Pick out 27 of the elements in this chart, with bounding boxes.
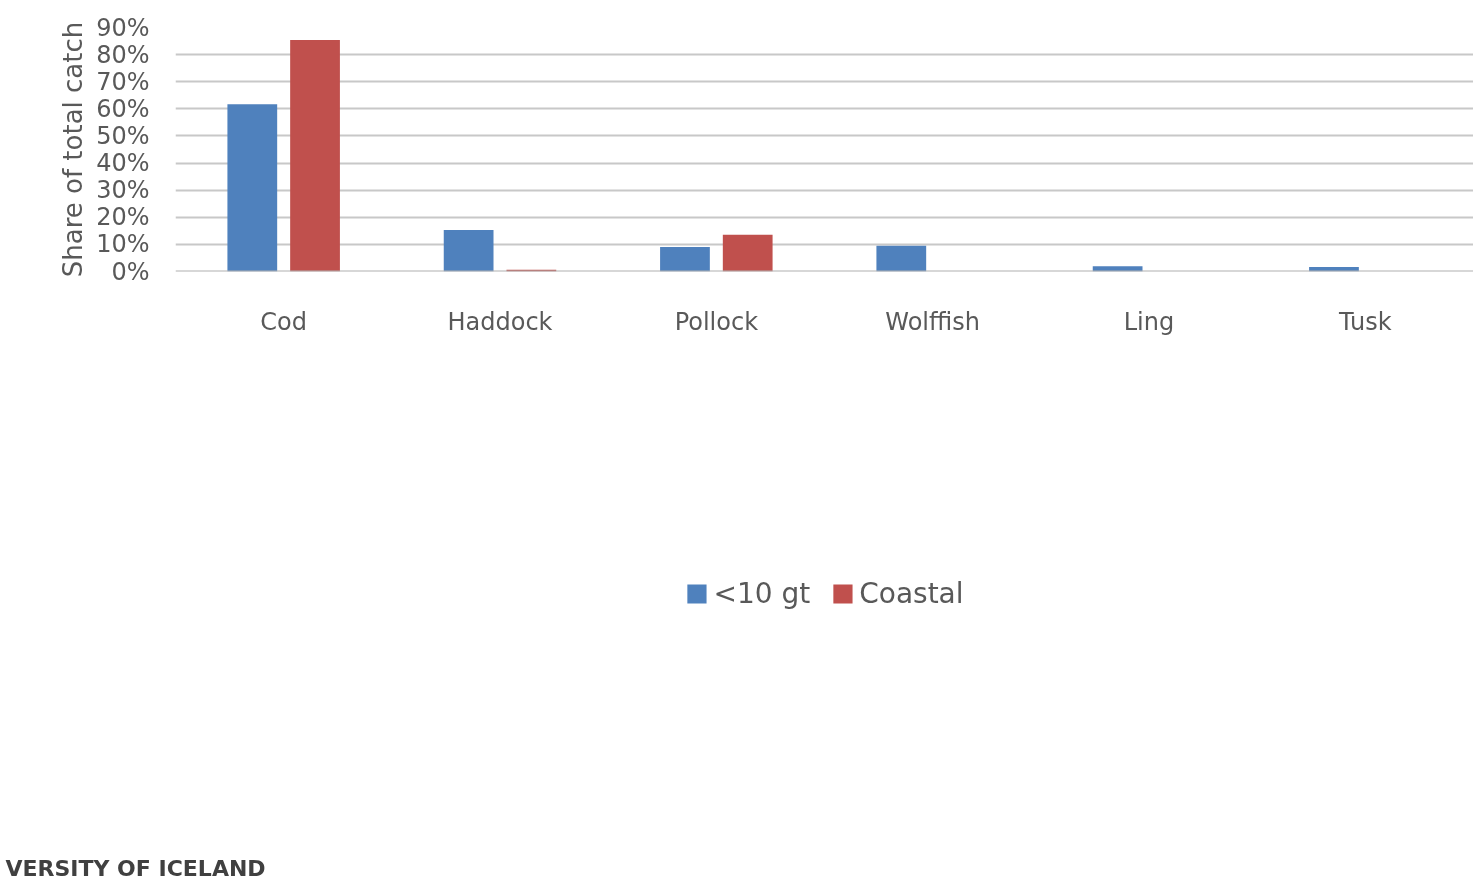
y-tick-label: 60% bbox=[96, 94, 150, 123]
y-tick-label: 40% bbox=[96, 149, 150, 178]
y-tick-label: 50% bbox=[96, 121, 150, 150]
x-tick-label: Wolffish bbox=[885, 307, 980, 336]
y-tick-label: 10% bbox=[96, 230, 150, 259]
x-tick-label: Ling bbox=[1123, 307, 1175, 336]
y-tick-label: 30% bbox=[96, 176, 150, 205]
x-tick-label: Haddock bbox=[447, 307, 553, 336]
bar bbox=[876, 245, 927, 272]
y-tick-label: 0% bbox=[111, 257, 150, 286]
x-tick-label: Pollock bbox=[674, 307, 759, 336]
bar bbox=[290, 39, 340, 272]
y-tick-label: 70% bbox=[96, 67, 150, 96]
legend-label: <10 gt bbox=[713, 576, 811, 610]
bar bbox=[722, 234, 773, 272]
bar bbox=[227, 104, 278, 272]
y-tick-label: 20% bbox=[96, 203, 150, 232]
bar bbox=[660, 247, 710, 272]
bar bbox=[1092, 266, 1143, 272]
y-tick-label: 90% bbox=[96, 13, 150, 42]
y-tick-label: 80% bbox=[96, 40, 150, 69]
legend-label: Coastal bbox=[859, 576, 964, 610]
y-axis-title: Share of total catch bbox=[58, 21, 89, 278]
x-tick-label: Cod bbox=[260, 307, 308, 336]
x-tick-label: Tusk bbox=[1338, 307, 1392, 336]
text: VERSITY OF ICELAND bbox=[5, 855, 266, 881]
bar bbox=[443, 230, 494, 272]
